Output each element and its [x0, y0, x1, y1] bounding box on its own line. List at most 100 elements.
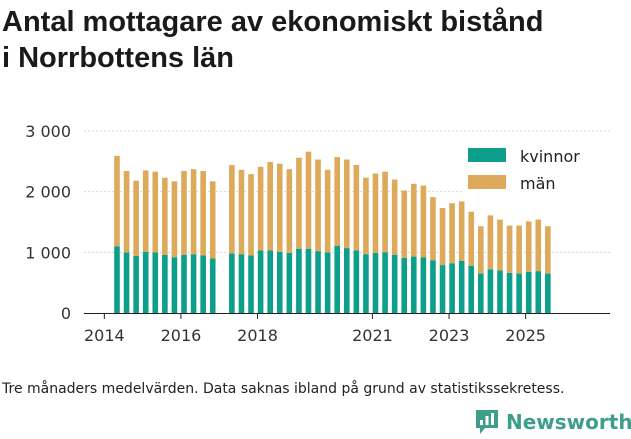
bar-man: [420, 185, 427, 258]
bar-man: [248, 174, 254, 256]
bar-kvinnor: [315, 251, 321, 313]
bar-man: [305, 151, 312, 249]
newsworthy-logo: Newsworthy: [474, 406, 631, 438]
bar-man: [123, 171, 130, 253]
bar-man: [238, 169, 245, 255]
newsworthy-brand-name: Newsworthy: [506, 410, 631, 434]
bar-man: [449, 203, 455, 264]
bar-kvinnor: [506, 272, 513, 313]
bar-man: [229, 164, 235, 254]
bar-kvinnor: [181, 254, 187, 313]
legend-swatch-man: [468, 175, 506, 189]
bar-kvinnor: [516, 273, 522, 313]
bar-man: [535, 219, 542, 272]
bar-man: [181, 171, 187, 255]
newsworthy-logo-icon: [476, 410, 498, 434]
bar-man: [525, 221, 532, 272]
bar-man: [142, 170, 149, 252]
bar-man: [506, 225, 513, 273]
bar-kvinnor: [324, 252, 331, 313]
x-tick-label: 2023: [429, 326, 470, 345]
bar-man: [516, 225, 522, 274]
bar-kvinnor: [372, 252, 379, 313]
y-tick-label: 2 000: [25, 183, 71, 202]
bar-man: [497, 219, 503, 271]
bar-man: [353, 164, 360, 251]
bar-man: [458, 201, 465, 261]
bar-kvinnor: [525, 271, 532, 313]
bar-kvinnor: [439, 265, 446, 313]
bar-kvinnor: [209, 258, 216, 313]
chart-title-line-2: i Norrbottens län: [2, 42, 235, 74]
bar-man: [133, 180, 139, 256]
bar-kvinnor: [401, 257, 408, 313]
bar-kvinnor: [391, 254, 398, 313]
x-tick-label: 2021: [352, 326, 393, 345]
y-tick-label: 0: [61, 304, 71, 323]
chart-title-line-1: Antal mottagare av ekonomiskt bistånd: [2, 6, 544, 38]
bar-kvinnor: [420, 257, 427, 313]
bar-kvinnor: [478, 273, 484, 313]
bar-man: [324, 169, 331, 253]
bar-kvinnor: [535, 271, 542, 313]
bar-man: [411, 183, 417, 257]
bar-man: [363, 177, 369, 255]
x-tick-label: 2014: [84, 326, 125, 345]
bar-man: [315, 159, 321, 252]
bar-man: [382, 171, 388, 253]
bar-man: [257, 166, 264, 251]
x-axis-ticks: 2014 2016 2018 2021 2023 2025: [84, 313, 546, 345]
bar-kvinnor: [248, 255, 254, 313]
bar-man: [545, 226, 551, 274]
bar-man: [401, 190, 408, 258]
bar-kvinnor: [411, 256, 417, 313]
bar-man: [439, 208, 446, 266]
bar-kvinnor: [200, 255, 206, 313]
bar-man: [190, 169, 197, 255]
bars: [114, 151, 551, 313]
bar-kvinnor: [229, 253, 235, 313]
bar-man: [478, 226, 484, 274]
bar-man: [152, 171, 159, 253]
bar-man: [391, 179, 398, 255]
bar-kvinnor: [286, 252, 293, 313]
bar-man: [171, 181, 178, 258]
bar-kvinnor: [114, 246, 120, 313]
bar-kvinnor: [468, 265, 475, 313]
bar-kvinnor: [123, 252, 130, 313]
bar-man: [162, 177, 168, 255]
legend: kvinnor män: [462, 144, 610, 196]
bar-man: [296, 157, 302, 249]
bar-kvinnor: [257, 250, 264, 313]
x-tick-label: 2018: [237, 326, 278, 345]
bar-kvinnor: [449, 263, 455, 313]
bar-kvinnor: [343, 248, 350, 313]
bar-man: [430, 197, 436, 261]
chart-title: Antal mottagare av ekonomiskt bistånd i …: [2, 4, 630, 76]
bar-kvinnor: [487, 269, 494, 313]
x-tick-label: 2016: [161, 326, 202, 345]
bar-kvinnor: [382, 252, 388, 313]
bar-man: [276, 163, 283, 252]
bar-man: [372, 173, 379, 253]
bar-kvinnor: [267, 250, 273, 313]
bar-man: [114, 155, 120, 247]
bar-kvinnor: [363, 254, 369, 313]
bar-man: [286, 169, 293, 253]
bar-man: [343, 159, 350, 249]
bar-kvinnor: [142, 251, 149, 313]
bar-man: [200, 171, 206, 256]
y-tick-label: 3 000: [25, 122, 71, 141]
bar-kvinnor: [133, 255, 139, 313]
bar-kvinnor: [152, 252, 159, 313]
y-axis-tick-labels: 0 1 000 2 000 3 000: [25, 122, 71, 323]
bar-kvinnor: [497, 270, 503, 313]
bar-man: [487, 215, 494, 270]
bar-kvinnor: [545, 273, 551, 313]
bar-kvinnor: [171, 257, 178, 313]
bar-man: [334, 157, 341, 246]
legend-label-kvinnor: kvinnor: [520, 147, 580, 166]
bar-kvinnor: [190, 254, 197, 313]
bar-kvinnor: [305, 248, 312, 313]
